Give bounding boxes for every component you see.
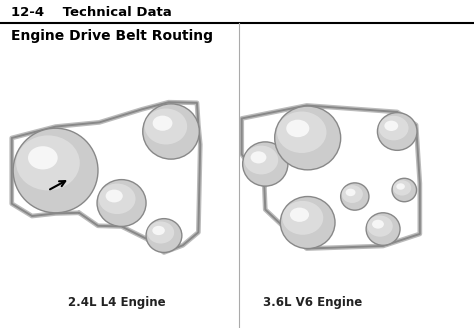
Ellipse shape [367,215,393,237]
Ellipse shape [99,184,136,214]
Ellipse shape [290,208,309,222]
Ellipse shape [97,180,146,226]
Ellipse shape [346,189,356,196]
Text: 3.6L V6 Engine: 3.6L V6 Engine [263,296,362,309]
Ellipse shape [251,151,266,163]
Ellipse shape [143,104,199,159]
Ellipse shape [243,142,288,186]
Ellipse shape [286,120,310,137]
Ellipse shape [275,106,341,170]
Text: 12-4    Technical Data: 12-4 Technical Data [11,6,172,19]
Ellipse shape [341,183,369,210]
Text: Engine Drive Belt Routing: Engine Drive Belt Routing [11,29,213,43]
Ellipse shape [16,135,80,190]
Ellipse shape [342,185,363,203]
Ellipse shape [147,221,174,243]
Ellipse shape [106,190,123,202]
Ellipse shape [146,219,182,253]
Ellipse shape [152,226,165,235]
Ellipse shape [153,115,173,131]
Ellipse shape [392,178,417,202]
Ellipse shape [28,146,58,170]
Ellipse shape [393,180,411,195]
Ellipse shape [396,183,405,190]
Ellipse shape [379,116,409,140]
Ellipse shape [377,113,417,150]
Ellipse shape [372,220,384,229]
Ellipse shape [366,213,400,245]
Ellipse shape [282,201,323,235]
Ellipse shape [244,146,278,174]
Ellipse shape [384,121,398,131]
Text: 2.4L L4 Engine: 2.4L L4 Engine [68,296,165,309]
Ellipse shape [280,196,335,249]
Ellipse shape [13,128,98,213]
Ellipse shape [145,109,187,144]
Ellipse shape [277,112,327,153]
